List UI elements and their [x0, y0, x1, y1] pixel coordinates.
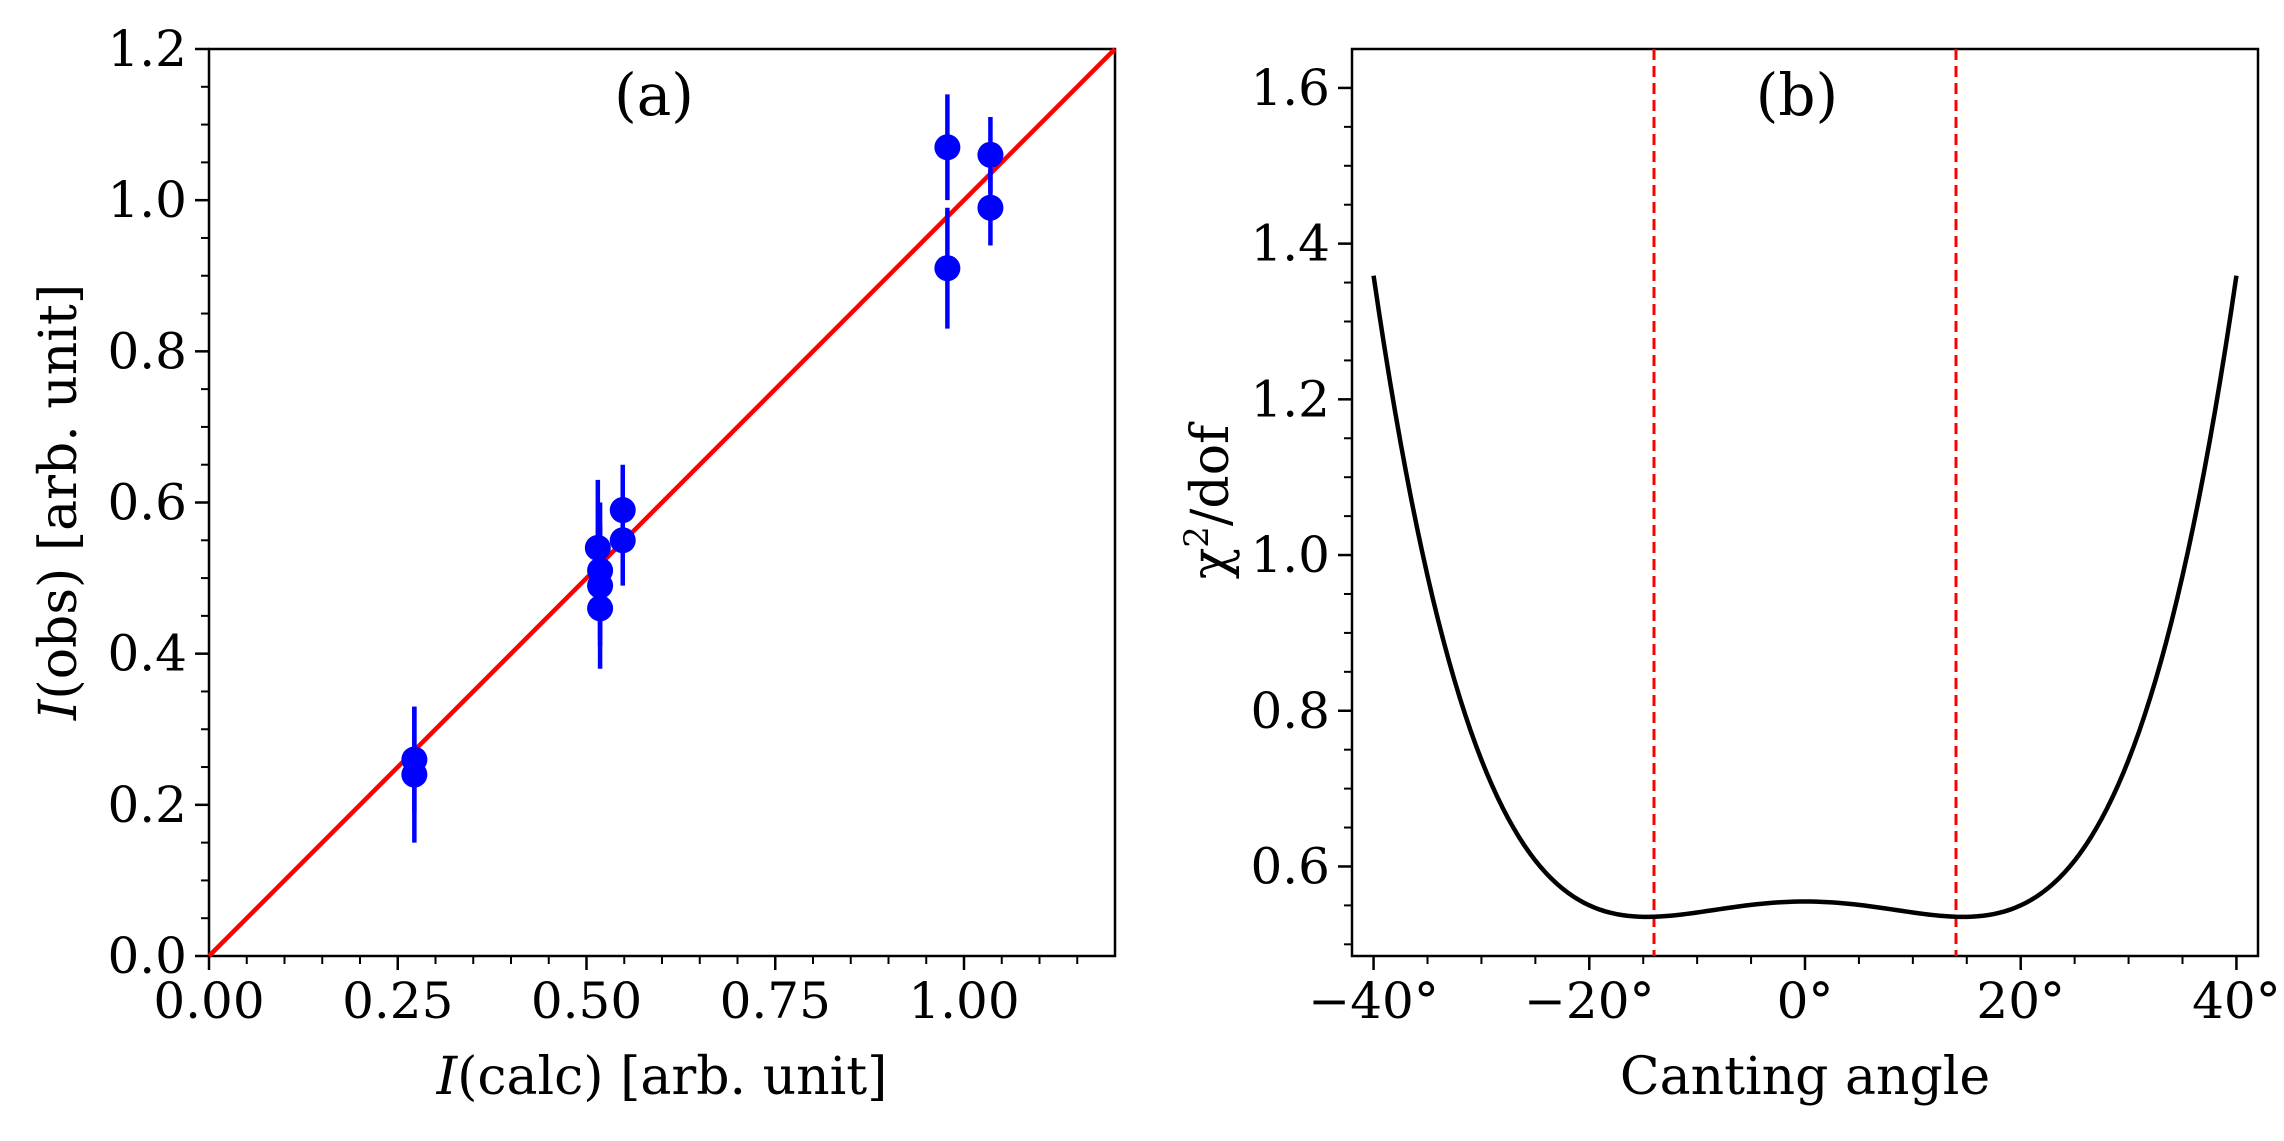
- panel-a-data-point: [587, 572, 614, 599]
- panel-b-y-tick-label: 1.0: [1250, 526, 1330, 584]
- panel-a-y-tick-label: 0.4: [107, 625, 187, 683]
- panel-b-x-tick-label: 40°: [2192, 972, 2281, 1030]
- panel-a-chart: 0.00 0.25 0.50 0.75 1.00 0.0 0.2 0.4 0.6 0.8 1.0 1.…: [29, 20, 1117, 1107]
- panel-b-x-tick-label: −20°: [1524, 972, 1655, 1030]
- panel-a-data-point: [401, 761, 428, 788]
- panel-a-y-tick-label: 0.8: [107, 322, 187, 380]
- panel-a-data-points: [401, 134, 1004, 788]
- panel-a-x-axis-label-rest: (calc) [arb. unit]: [457, 1047, 887, 1107]
- panel-a-data-point: [587, 595, 614, 622]
- panel-a-data-point: [934, 134, 961, 161]
- panel-b-y-tick-label: 0.6: [1250, 837, 1330, 895]
- panel-a-y-tick-label: 0.6: [107, 474, 187, 532]
- panel-b-y-axis-label-chi: χ: [1181, 548, 1241, 580]
- panel-a-x-axis-label-italic: I: [436, 1047, 459, 1107]
- panel-b-chi2-curve: [1371, 275, 2239, 920]
- panel-a-y-tick-label: 1.2: [107, 20, 187, 78]
- panel-b-ticks: [1338, 86, 2238, 970]
- panel-a-ticks: [195, 47, 1079, 970]
- panel-b-plot-frame: [1350, 47, 2260, 958]
- panel-a-x-tick-label: 0.25: [342, 972, 453, 1030]
- panel-b-minimum-markers: [1652, 49, 1958, 956]
- panel-b-y-axis-label-rest: /dof: [1181, 421, 1241, 526]
- panel-a-tick-labels: 0.00 0.25 0.50 0.75 1.00 0.0 0.2 0.4 0.6 0.8 1.0 1.…: [107, 20, 1019, 1030]
- panel-b-tick-labels: −40° −20° 0° 20° 40° 0.6 0.8 1.0 1.2 1.4 1.6: [1250, 59, 2280, 1030]
- panel-a-y-axis-label-italic: I: [29, 698, 89, 721]
- panel-b-x-tick-label: 20°: [1976, 972, 2065, 1030]
- panel-b-x-tick-label: 0°: [1777, 972, 1834, 1030]
- panel-a-data-point: [609, 497, 636, 524]
- panel-b-y-tick-label: 1.2: [1250, 370, 1330, 428]
- panel-a-x-tick-label: 0.50: [531, 972, 642, 1030]
- panel-a-x-tick-label: 0.00: [153, 972, 264, 1030]
- panel-a-y-tick-label: 0.2: [107, 776, 187, 834]
- panel-b-label: (b): [1756, 61, 1838, 129]
- panel-a-x-tick-label: 0.75: [720, 972, 831, 1030]
- panel-a-x-axis-label: I(calc) [arb. unit]: [436, 1047, 888, 1107]
- panel-a-data-point: [609, 527, 636, 554]
- panel-a-x-tick-label: 1.00: [908, 972, 1019, 1030]
- panel-b-x-tick-label: −40°: [1308, 972, 1439, 1030]
- panel-a-label: (a): [614, 61, 694, 129]
- panel-b-x-axis-label: Canting angle: [1620, 1047, 1990, 1107]
- panel-b-y-axis-label-superscript: 2: [1177, 526, 1217, 548]
- panel-b-y-axis-label: χ2/dof: [1177, 421, 1241, 579]
- panel-a-data-point: [977, 141, 1004, 168]
- panel-a-data-point: [977, 194, 1004, 221]
- panel-a-data-point: [934, 255, 961, 282]
- panel-b-chart: −40° −20° 0° 20° 40° 0.6 0.8 1.0 1.2 1.4 1.6 (b) C…: [1177, 47, 2281, 1107]
- panel-b-y-tick-label: 1.4: [1250, 215, 1330, 273]
- panel-a-y-axis-label-rest: (obs) [arb. unit]: [29, 284, 89, 700]
- panel-a-error-bars: [412, 94, 993, 843]
- panel-a-data-point: [584, 534, 611, 561]
- panel-a-y-tick-label: 0.0: [107, 927, 187, 985]
- panel-a-reference-line: [207, 47, 1117, 958]
- panel-a-y-axis-label: I(obs) [arb. unit]: [29, 284, 89, 721]
- panel-b-y-tick-label: 0.8: [1250, 682, 1330, 740]
- panel-b-y-tick-label: 1.6: [1250, 59, 1330, 117]
- panel-a-y-tick-label: 1.0: [107, 171, 187, 229]
